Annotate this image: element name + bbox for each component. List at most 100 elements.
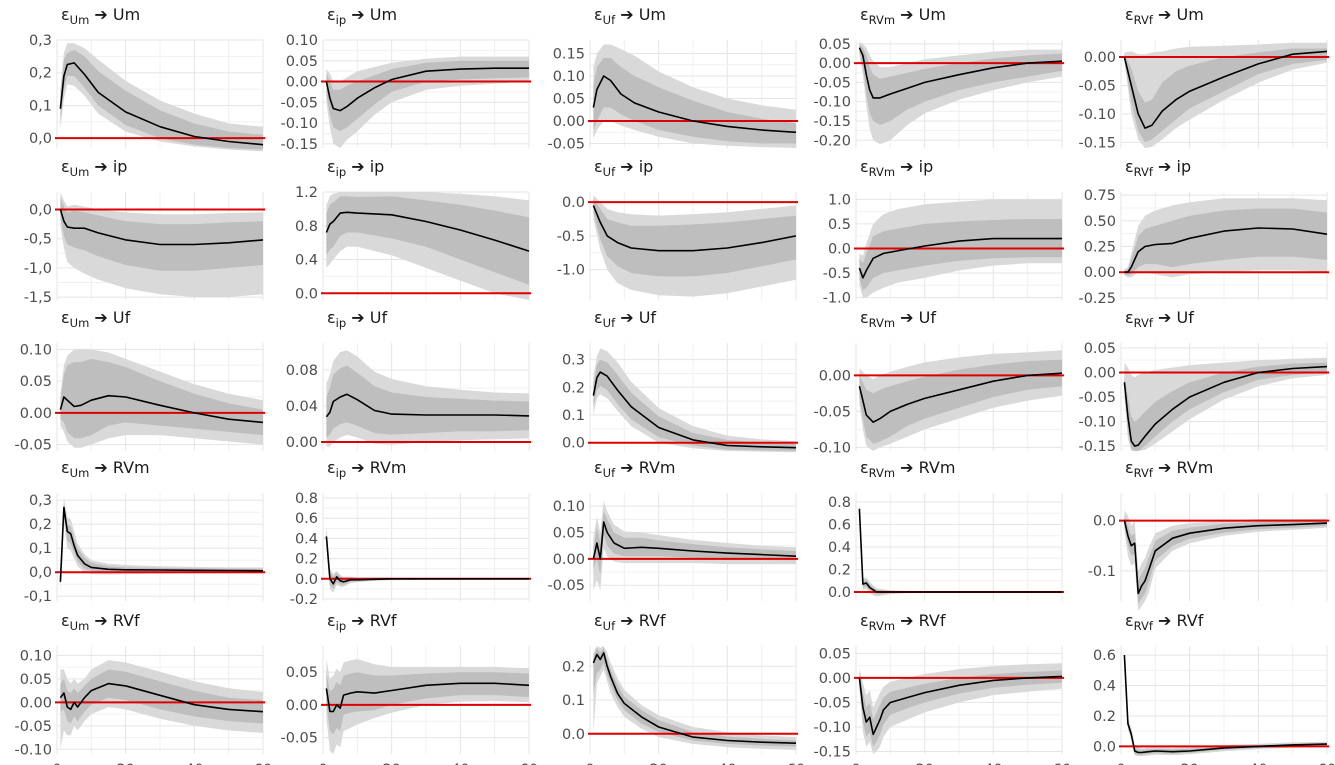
- confidence-band-inner: [326, 530, 529, 589]
- panel-title: εUf ➔ Uf: [594, 308, 656, 330]
- y-tick-label: -0.10: [280, 116, 318, 132]
- y-tick-label: 0.00: [819, 368, 851, 384]
- y-tick-label: 0.15: [553, 47, 585, 63]
- y-tick-label: -0.05: [280, 95, 318, 111]
- y-tick-label: 0.0: [562, 727, 585, 743]
- y-tick-label: 0.10: [553, 69, 585, 85]
- y-tick-label: -0.10: [813, 720, 851, 736]
- panel-uf-to-uf: 0.0 0.1 0.2 0.3 εUf ➔ Uf: [562, 308, 798, 453]
- panel-title: εRVf ➔ RVf: [1125, 611, 1204, 633]
- y-tick-label: 0.00: [20, 406, 52, 422]
- panel-title: εRVm ➔ RVm: [860, 458, 955, 480]
- y-tick-label: 0.0: [295, 572, 318, 588]
- panel-rvm-to-um: -0.20 -0.15 -0.10 -0.05 0.00 0.05 εRVm ➔ Um: [813, 5, 1064, 149]
- y-tick-label: 0.0: [1093, 739, 1116, 755]
- x-tick-label: 20: [649, 762, 667, 765]
- y-tick-label: 0.6: [295, 511, 318, 527]
- y-tick-label: 0.00: [20, 695, 52, 711]
- confidence-band-inner: [326, 672, 529, 735]
- y-tick-label: 0.25: [1084, 240, 1116, 256]
- y-tick-label: 0.05: [1084, 341, 1116, 357]
- y-tick-label: -0.05: [547, 578, 585, 594]
- response-line: [858, 47, 1063, 99]
- panel-title: εRVm ➔ ip: [860, 157, 933, 179]
- confidence-band-inner: [1124, 653, 1327, 755]
- panel-title: εUf ➔ RVm: [594, 458, 675, 480]
- panel-title: εUm ➔ ip: [61, 157, 127, 179]
- confidence-band-outer: [859, 504, 1062, 597]
- y-tick-label: 0,1: [29, 98, 52, 114]
- x-tick-label: 20: [1180, 762, 1198, 765]
- y-tick-label: 0.50: [1084, 214, 1116, 230]
- y-tick-label: 0.2: [1093, 709, 1116, 725]
- y-tick-label: 0.2: [562, 380, 585, 396]
- panel-rvm-to-uf: -0.10 -0.05 0.00 εRVm ➔ Uf: [813, 308, 1064, 456]
- x-tick-label: 40: [1249, 762, 1267, 765]
- y-tick-label: 0.6: [1093, 648, 1116, 664]
- y-tick-label: -0.10: [14, 742, 52, 758]
- confidence-band-inner: [326, 365, 529, 438]
- confidence-band-outer: [1124, 652, 1327, 757]
- y-tick-label: 0.8: [828, 495, 851, 511]
- x-tick-label: 60: [787, 762, 805, 765]
- y-tick-label: -0.2: [290, 592, 318, 608]
- response-line: [59, 62, 264, 146]
- y-tick-label: 0.8: [295, 219, 318, 235]
- y-tick-label: 0.00: [553, 552, 585, 568]
- panel-uf-to-ip: -1.0 -0.5 0.0 εUf ➔ ip: [557, 157, 798, 300]
- y-tick-label: 0.3: [562, 353, 585, 369]
- panel-title: εUf ➔ Um: [594, 5, 666, 27]
- response-line: [325, 682, 530, 713]
- y-tick-label: 0.4: [295, 531, 318, 547]
- panel-ip-to-rvf: -0.05 0.00 0.05 εip ➔ RVf 0 20 40 60: [280, 611, 538, 765]
- y-tick-label: -0.05: [280, 731, 318, 747]
- response-line: [325, 211, 530, 252]
- y-tick-label: -0.05: [813, 404, 851, 420]
- y-tick-label: -0.05: [1078, 390, 1116, 406]
- x-tick-label: 60: [520, 762, 538, 765]
- x-tick-label: 0: [851, 762, 860, 765]
- x-tick-label: 40: [984, 762, 1002, 765]
- y-tick-label: 0,3: [29, 493, 52, 509]
- response-line: [325, 67, 529, 112]
- y-tick-label: -0,5: [24, 232, 52, 248]
- y-tick-label: -1.0: [823, 291, 851, 307]
- panel-um-to-rvm: -0,1 0,0 0,1 0,2 0,3 εUm ➔ RVm: [24, 458, 265, 605]
- y-tick-label: 0.00: [1084, 50, 1116, 66]
- y-tick-label: -0.25: [1078, 291, 1116, 307]
- y-tick-label: 0.4: [1093, 679, 1116, 695]
- response-line: [592, 371, 797, 449]
- y-tick-label: -0,1: [24, 589, 52, 605]
- x-tick-label: 0: [52, 762, 61, 765]
- panel-title: εip ➔ RVf: [327, 611, 397, 633]
- confidence-band-outer: [60, 43, 264, 152]
- y-tick-label: 0.0: [562, 436, 585, 452]
- y-tick-label: 0.8: [295, 491, 318, 507]
- y-tick-label: 0.04: [286, 399, 318, 415]
- panel-title: εRVm ➔ RVf: [860, 611, 946, 633]
- response-line: [325, 536, 529, 585]
- panel-title: εUm ➔ Uf: [61, 308, 131, 330]
- y-tick-label: 0.5: [828, 217, 851, 233]
- y-tick-label: -0.15: [813, 745, 851, 761]
- y-tick-label: -0.10: [1078, 107, 1116, 123]
- panel-uf-to-rvm: -0.05 0.00 0.05 0.10 εUf ➔ RVm: [547, 458, 798, 601]
- y-tick-label: -0.5: [557, 229, 585, 245]
- y-tick-label: 0.05: [20, 672, 52, 688]
- confidence-band-inner: [60, 358, 264, 439]
- panel-title: εUf ➔ RVf: [594, 611, 666, 633]
- y-tick-label: 0,0: [29, 131, 52, 147]
- y-tick-label: 0.05: [20, 374, 52, 390]
- panel-rvf-to-rvm: -0.1 0.0 εRVf ➔ RVm: [1088, 458, 1329, 611]
- response-line: [1123, 365, 1328, 447]
- response-line: [1123, 655, 1328, 754]
- panel-title: εip ➔ Uf: [327, 308, 387, 330]
- x-tick-label: 20: [382, 762, 400, 765]
- y-tick-label: 0.05: [286, 665, 318, 681]
- x-tick-label: 20: [915, 762, 933, 765]
- y-tick-label: 0,3: [29, 33, 52, 49]
- y-tick-label: 0,1: [29, 541, 52, 557]
- x-tick-label: 60: [1053, 762, 1071, 765]
- confidence-band-inner: [859, 670, 1062, 747]
